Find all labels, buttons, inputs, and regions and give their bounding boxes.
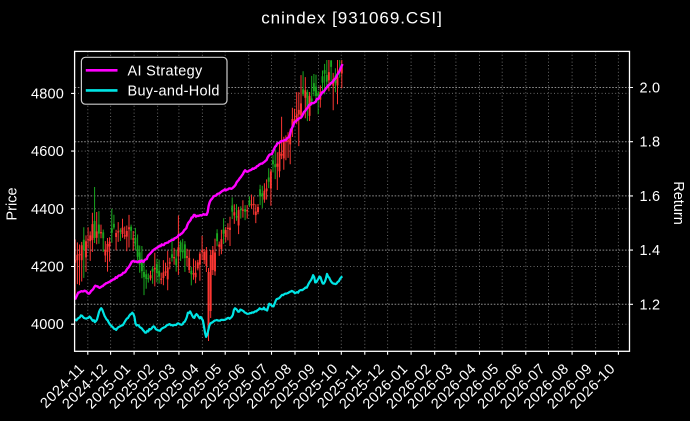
svg-text:Price: Price bbox=[5, 187, 21, 220]
svg-text:4600: 4600 bbox=[31, 144, 64, 160]
svg-text:1.6: 1.6 bbox=[640, 189, 661, 205]
svg-text:4400: 4400 bbox=[31, 202, 64, 218]
svg-text:Return: Return bbox=[670, 181, 686, 225]
svg-text:1.2: 1.2 bbox=[640, 297, 661, 313]
svg-text:Buy-and-Hold: Buy-and-Hold bbox=[128, 84, 220, 100]
svg-text:cnindex [931069.CSI]: cnindex [931069.CSI] bbox=[261, 9, 443, 28]
svg-text:2.0: 2.0 bbox=[640, 81, 661, 97]
svg-text:4800: 4800 bbox=[31, 86, 64, 102]
svg-text:4000: 4000 bbox=[31, 317, 64, 333]
svg-text:1.4: 1.4 bbox=[640, 243, 661, 259]
svg-text:4200: 4200 bbox=[31, 260, 64, 276]
svg-text:AI Strategy: AI Strategy bbox=[128, 63, 203, 79]
svg-text:1.8: 1.8 bbox=[640, 135, 661, 151]
